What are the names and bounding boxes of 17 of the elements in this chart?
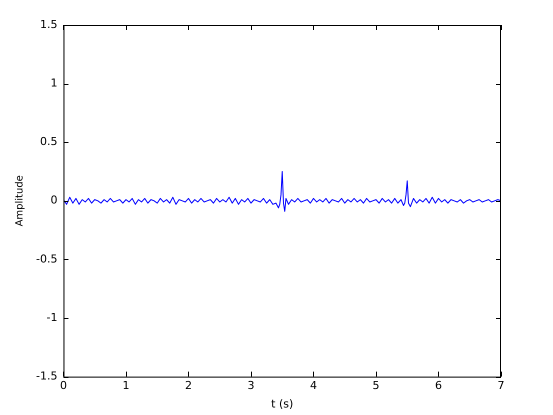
x-tick-label: 0 <box>60 379 67 392</box>
y-tick-label: 0 <box>50 194 58 207</box>
x-tick-label: 4 <box>310 379 317 392</box>
x-axis-title: t (s) <box>271 397 294 410</box>
x-tick-label: 7 <box>498 379 504 392</box>
x-tick-label: 2 <box>184 379 192 392</box>
x-tick-label: 5 <box>372 379 380 392</box>
y-tick-label: -1.5 <box>36 369 58 382</box>
y-tick-label: 1 <box>50 76 58 90</box>
y-axis-title: Amplitude <box>14 175 26 226</box>
y-tick-label: -1 <box>46 310 58 324</box>
x-tick-label: 3 <box>247 379 254 392</box>
y-tick-label: 1.5 <box>40 18 58 31</box>
x-tick-label: 6 <box>434 379 442 392</box>
y-tick-label: -0.5 <box>36 252 58 266</box>
y-tick-label: 0.5 <box>40 135 58 148</box>
x-tick-label: 1 <box>122 379 130 392</box>
